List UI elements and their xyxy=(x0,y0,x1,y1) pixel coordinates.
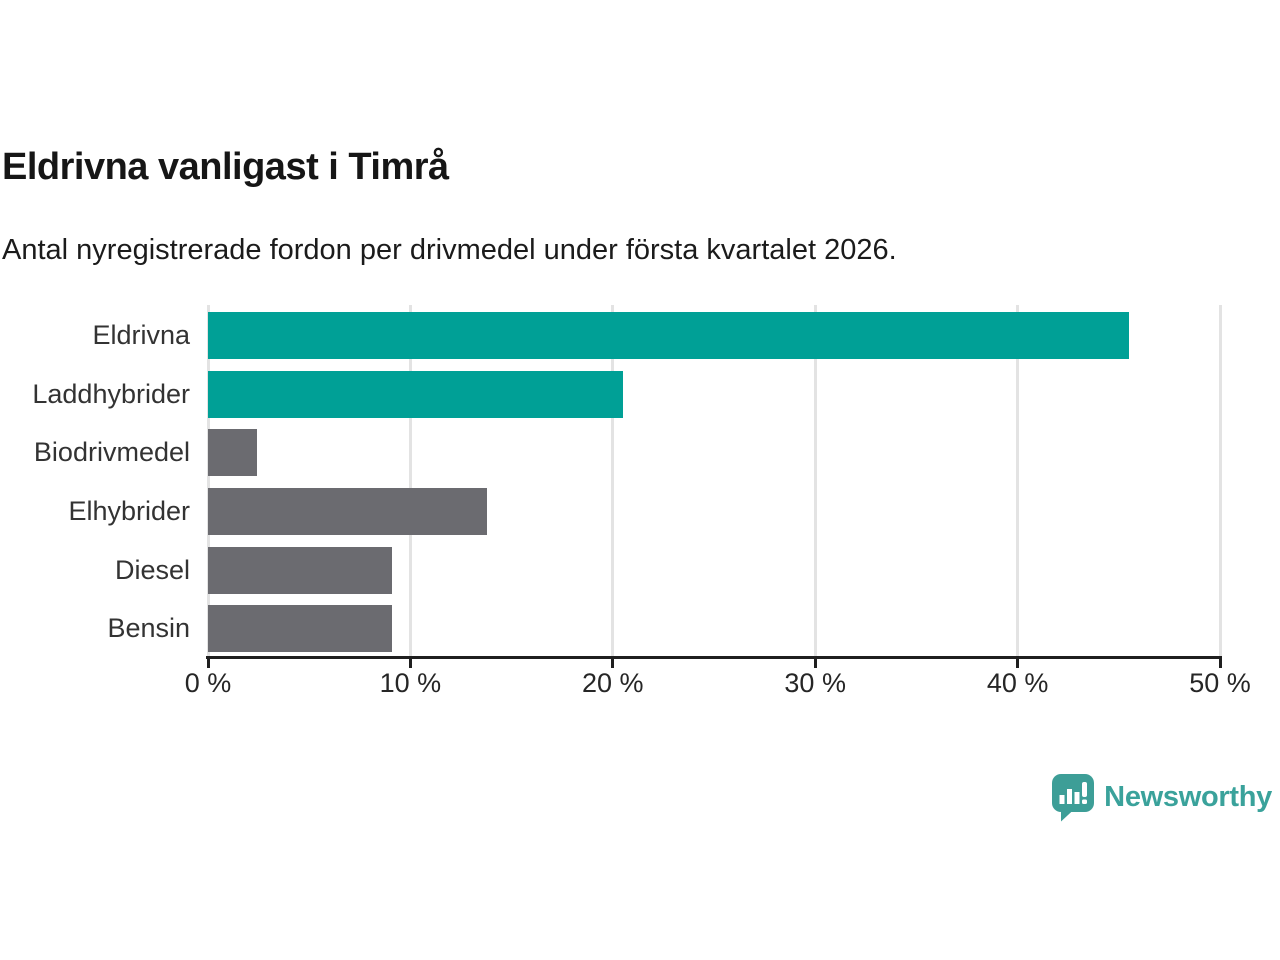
bar-bensin xyxy=(208,605,393,653)
bar-elhybrider xyxy=(208,487,488,535)
category-label: Diesel xyxy=(114,554,190,585)
gridline xyxy=(611,305,615,657)
x-tick-label: 40 % xyxy=(986,668,1049,698)
category-label: Eldrivna xyxy=(92,320,190,350)
exclamation-dot xyxy=(1082,799,1088,804)
x-tick-label: 30 % xyxy=(784,668,846,698)
gridline xyxy=(206,305,210,657)
x-axis-tick xyxy=(1016,657,1020,668)
x-tick-label: 20 % xyxy=(582,668,644,698)
newsworthy-logo-text: Newsworthy xyxy=(1104,781,1272,813)
x-axis-tick xyxy=(408,657,412,668)
x-tick-label: 0 % xyxy=(184,668,232,698)
gridline xyxy=(813,305,817,657)
x-tick-label: 50 % xyxy=(1189,668,1251,698)
category-label: Biodrivmedel xyxy=(33,437,190,468)
bar-eldrivna xyxy=(208,312,1129,359)
x-tick-label: 10 % xyxy=(379,668,442,698)
x-axis-tick xyxy=(1218,657,1222,668)
speech-bubble-shape xyxy=(1052,774,1095,812)
category-label: Elhybrider xyxy=(68,495,190,526)
mini-bar-2 xyxy=(1067,789,1073,804)
x-axis-line xyxy=(206,656,1222,659)
category-label: Bensin xyxy=(107,613,190,644)
gridline xyxy=(1218,305,1222,657)
bar-diesel xyxy=(208,546,393,594)
bar-laddhybrider xyxy=(208,370,623,418)
mini-bar-3 xyxy=(1074,792,1080,804)
category-label: Laddhybrider xyxy=(32,378,190,409)
chart-title: Eldrivna vanligast i Timrå xyxy=(2,146,449,188)
gridline xyxy=(1016,305,1020,657)
speech-bubble-tail xyxy=(1061,809,1075,822)
x-axis-tick xyxy=(611,657,615,668)
newsworthy-speech-bubble-chart-icon xyxy=(1052,774,1095,822)
newsworthy-branding: Newsworthy xyxy=(1051,773,1272,822)
x-axis-tick xyxy=(813,657,817,668)
x-axis-tick xyxy=(206,657,210,668)
gridline xyxy=(408,305,412,657)
mini-bar-1 xyxy=(1059,795,1065,804)
bar-biodrivmedel xyxy=(208,429,257,477)
chart-subtitle: Antal nyregistrerade fordon per drivmede… xyxy=(2,234,897,266)
exclamation-bar xyxy=(1082,782,1088,797)
